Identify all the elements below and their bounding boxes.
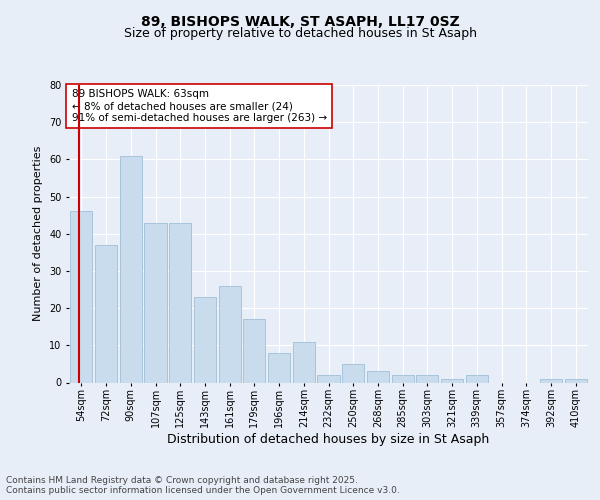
Bar <box>145 222 167 382</box>
Bar <box>416 375 439 382</box>
Bar <box>565 379 587 382</box>
Bar <box>243 320 265 382</box>
Bar <box>194 297 216 382</box>
Bar <box>169 222 191 382</box>
Bar <box>342 364 364 382</box>
Bar <box>317 375 340 382</box>
Y-axis label: Number of detached properties: Number of detached properties <box>34 146 43 322</box>
Bar <box>441 379 463 382</box>
Bar <box>540 379 562 382</box>
Text: 89 BISHOPS WALK: 63sqm
← 8% of detached houses are smaller (24)
91% of semi-deta: 89 BISHOPS WALK: 63sqm ← 8% of detached … <box>71 90 327 122</box>
Text: Contains HM Land Registry data © Crown copyright and database right 2025.
Contai: Contains HM Land Registry data © Crown c… <box>6 476 400 495</box>
Bar <box>268 353 290 382</box>
Bar <box>218 286 241 382</box>
Text: 89, BISHOPS WALK, ST ASAPH, LL17 0SZ: 89, BISHOPS WALK, ST ASAPH, LL17 0SZ <box>140 15 460 29</box>
X-axis label: Distribution of detached houses by size in St Asaph: Distribution of detached houses by size … <box>167 433 490 446</box>
Bar <box>466 375 488 382</box>
Bar <box>392 375 414 382</box>
Bar <box>70 212 92 382</box>
Bar <box>95 245 117 382</box>
Bar <box>119 156 142 382</box>
Text: Size of property relative to detached houses in St Asaph: Size of property relative to detached ho… <box>124 28 476 40</box>
Bar <box>367 372 389 382</box>
Bar <box>293 342 315 382</box>
